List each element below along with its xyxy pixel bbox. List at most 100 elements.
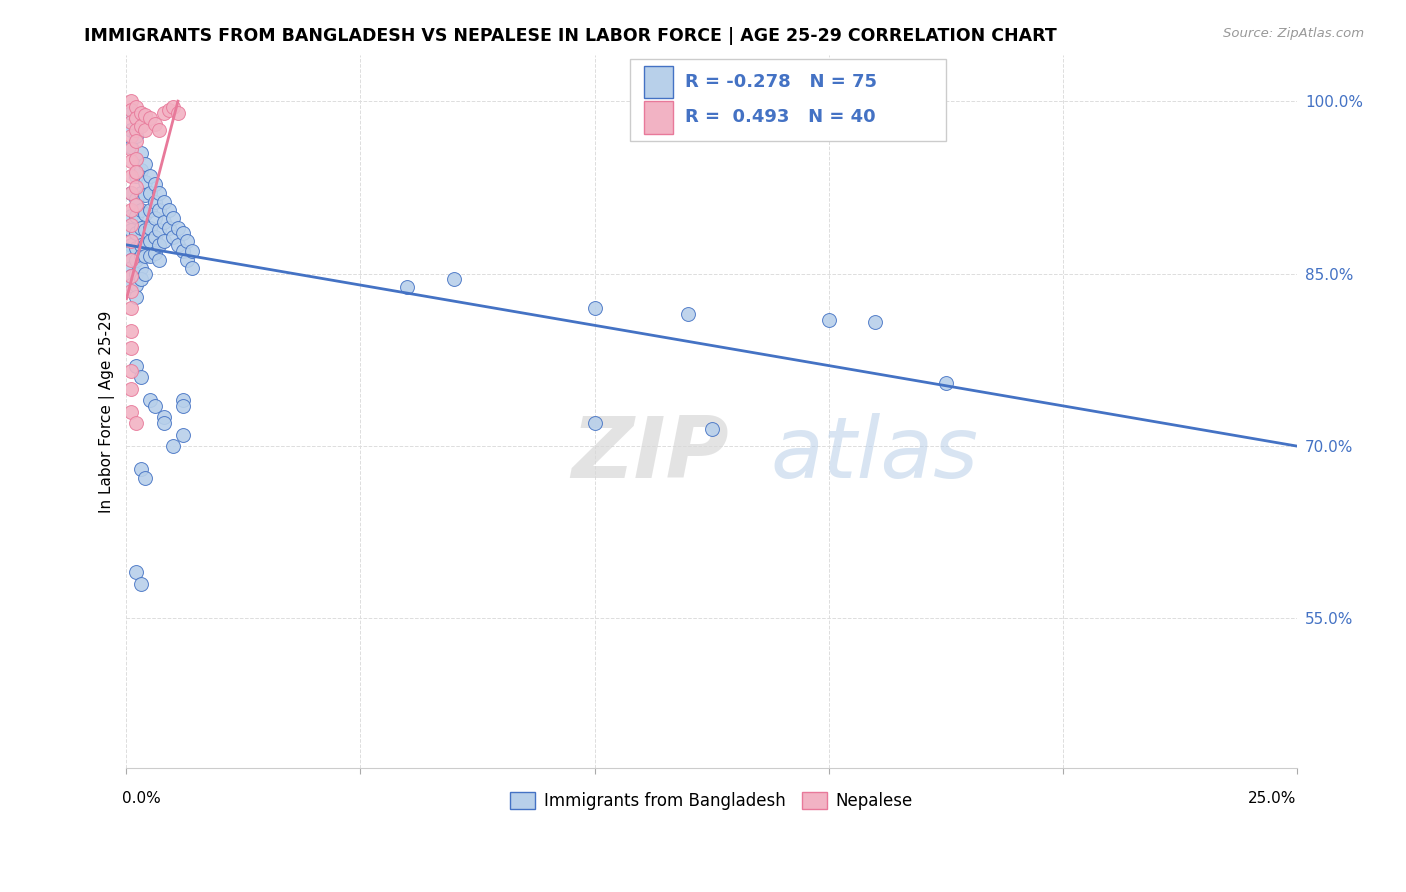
Point <box>120 278 142 293</box>
Point <box>181 260 204 275</box>
Point <box>172 399 194 413</box>
Point <box>120 140 142 154</box>
Point <box>120 235 142 249</box>
Point <box>120 364 142 378</box>
Point <box>120 404 142 418</box>
Point <box>134 188 156 202</box>
Point <box>125 169 148 183</box>
Legend: Immigrants from Bangladesh, Nepalese: Immigrants from Bangladesh, Nepalese <box>503 785 920 817</box>
Point <box>167 220 190 235</box>
Point <box>172 227 194 241</box>
Point <box>125 152 148 166</box>
Point <box>162 211 184 226</box>
Point <box>134 175 156 189</box>
Point <box>120 94 142 108</box>
Text: R = -0.278   N = 75: R = -0.278 N = 75 <box>685 72 876 90</box>
Point <box>129 260 152 275</box>
Point <box>125 100 148 114</box>
Point <box>120 186 142 200</box>
Point <box>157 220 180 235</box>
Point <box>162 439 184 453</box>
Point <box>134 471 156 485</box>
Point <box>143 229 166 244</box>
Point <box>153 416 176 430</box>
Point <box>148 186 170 200</box>
Text: 25.0%: 25.0% <box>1249 791 1296 806</box>
Point <box>120 252 142 267</box>
Point <box>157 203 180 218</box>
Point <box>129 220 152 235</box>
Point <box>172 427 194 442</box>
Point <box>125 566 148 580</box>
Point <box>153 105 176 120</box>
Point <box>125 197 148 211</box>
Point <box>129 462 152 476</box>
Point <box>139 169 162 183</box>
Point <box>125 165 148 179</box>
Point <box>120 382 142 396</box>
Point <box>129 186 152 200</box>
Point <box>125 278 148 293</box>
Point <box>143 195 166 210</box>
Point <box>120 169 142 183</box>
Point <box>125 112 148 126</box>
Point <box>148 223 170 237</box>
Point <box>134 108 156 122</box>
Point <box>676 307 699 321</box>
Point <box>125 209 148 223</box>
Point <box>153 195 176 210</box>
Point <box>176 235 198 249</box>
Point <box>934 376 956 390</box>
Point <box>120 105 142 120</box>
Point <box>396 280 419 294</box>
Point <box>129 370 152 384</box>
Point <box>120 103 142 118</box>
Point <box>167 237 190 252</box>
Point <box>125 416 148 430</box>
Point <box>125 128 148 143</box>
Point <box>120 252 142 267</box>
Point <box>125 267 148 281</box>
Point <box>443 272 465 286</box>
Text: IMMIGRANTS FROM BANGLADESH VS NEPALESE IN LABOR FORCE | AGE 25-29 CORRELATION CH: IMMIGRANTS FROM BANGLADESH VS NEPALESE I… <box>84 27 1057 45</box>
Point <box>129 203 152 218</box>
Point <box>139 112 162 126</box>
Point <box>167 105 190 120</box>
Point <box>172 244 194 258</box>
Point <box>120 153 142 168</box>
Point <box>125 252 148 267</box>
Text: atlas: atlas <box>770 413 979 496</box>
Point <box>129 272 152 286</box>
Text: Source: ZipAtlas.com: Source: ZipAtlas.com <box>1223 27 1364 40</box>
Point <box>125 241 148 255</box>
Point <box>120 186 142 200</box>
Point <box>143 246 166 260</box>
Point <box>583 301 606 315</box>
Point <box>120 284 142 298</box>
Point <box>139 220 162 235</box>
Point <box>120 203 142 218</box>
Point <box>157 103 180 118</box>
Point <box>148 237 170 252</box>
Point <box>143 117 166 131</box>
Point <box>148 252 170 267</box>
Point <box>120 244 142 258</box>
Point <box>134 249 156 263</box>
Point <box>148 123 170 137</box>
Point <box>129 577 152 591</box>
FancyBboxPatch shape <box>630 59 945 141</box>
Point <box>172 392 194 407</box>
Point <box>134 223 156 237</box>
Point <box>700 422 723 436</box>
Point <box>120 268 142 283</box>
Point <box>129 145 152 160</box>
FancyBboxPatch shape <box>644 66 673 98</box>
Point <box>120 324 142 338</box>
Point <box>181 244 204 258</box>
Point <box>865 315 887 329</box>
Point <box>153 215 176 229</box>
Point <box>817 312 839 326</box>
Point <box>125 134 148 148</box>
Point <box>125 359 148 373</box>
Point <box>134 123 156 137</box>
